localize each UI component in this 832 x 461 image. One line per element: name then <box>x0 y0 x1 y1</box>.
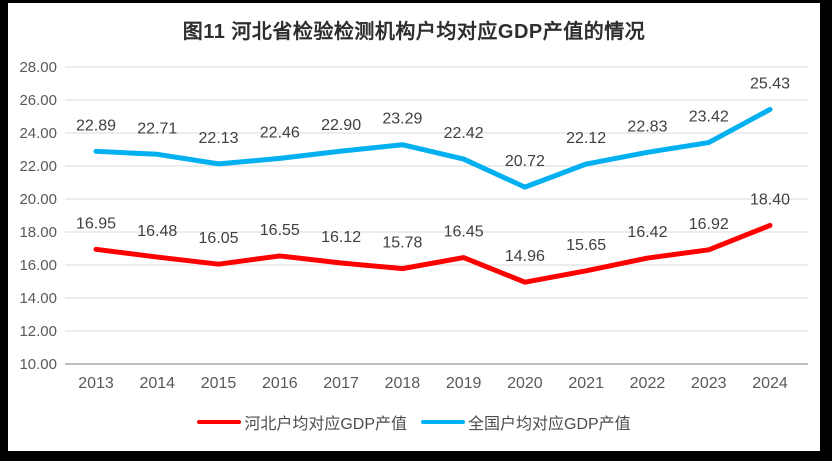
data-label: 22.12 <box>566 130 606 147</box>
data-label: 23.42 <box>689 109 729 126</box>
legend-item-national: 全国户均对应GDP产值 <box>421 410 631 434</box>
data-label: 18.40 <box>750 191 790 208</box>
x-axis-tick-label: 2021 <box>568 375 604 392</box>
x-axis-tick-label: 2019 <box>446 375 482 392</box>
y-axis-tick-label: 20.00 <box>19 191 57 208</box>
legend-label-hebei: 河北户均对应GDP产值 <box>244 416 407 433</box>
y-axis-tick-label: 12.00 <box>19 323 57 340</box>
line-chart-plot: 10.00 12.00 14.00 16.00 18.00 20.00 22.00 24.00… <box>19 59 808 392</box>
data-label: 16.55 <box>260 222 300 239</box>
chart-legend: 河北户均对应GDP产值 全国户均对应GDP产值 <box>8 410 820 434</box>
data-label: 25.43 <box>750 75 790 92</box>
data-label: 16.92 <box>689 216 729 233</box>
y-axis-tick-label: 24.00 <box>19 125 57 142</box>
data-label: 22.71 <box>137 120 177 137</box>
legend-line-sample-national <box>421 420 465 424</box>
y-axis-tick-label: 16.00 <box>19 257 57 274</box>
y-axis-tick-label: 22.00 <box>19 158 57 175</box>
y-axis-tick-label: 14.00 <box>19 290 57 307</box>
x-axis-tick-label: 2015 <box>201 375 237 392</box>
x-axis-tick-label: 2023 <box>691 375 727 392</box>
data-label: 16.95 <box>76 215 116 232</box>
data-label: 14.96 <box>505 248 545 265</box>
data-label: 20.72 <box>505 153 545 170</box>
legend-label-national: 全国户均对应GDP产值 <box>468 416 631 433</box>
y-axis-tick-label: 10.00 <box>19 356 57 373</box>
series-line-hebei <box>93 222 773 285</box>
y-axis-tick-label: 28.00 <box>19 59 57 76</box>
data-label: 16.42 <box>627 224 667 241</box>
y-axis-tick-label: 26.00 <box>19 92 57 109</box>
x-axis-tick-label: 2013 <box>78 375 114 392</box>
data-label: 16.12 <box>321 229 361 246</box>
x-axis-tick-label: 2024 <box>752 375 788 392</box>
data-label: 22.46 <box>260 124 300 141</box>
data-label: 22.42 <box>444 125 484 142</box>
data-label: 16.48 <box>137 223 177 240</box>
x-axis-tick-label: 2016 <box>262 375 298 392</box>
chart-title: 图11 河北省检验检测机构户均对应GDP产值的情况 <box>182 21 646 43</box>
data-label: 15.65 <box>566 237 606 254</box>
data-label: 16.05 <box>199 230 239 247</box>
x-axis-tick-label: 2022 <box>630 375 666 392</box>
x-axis-tick-label: 2018 <box>385 375 421 392</box>
data-label: 22.13 <box>199 130 239 147</box>
data-label: 15.78 <box>382 235 422 252</box>
y-axis-tick-label: 18.00 <box>19 224 57 241</box>
legend-line-sample-hebei <box>197 420 242 424</box>
x-axis-tick-label: 2020 <box>507 375 543 392</box>
data-label: 22.83 <box>627 118 667 135</box>
data-label: 22.89 <box>76 117 116 134</box>
data-label: 22.90 <box>321 117 361 134</box>
data-label: 23.29 <box>382 111 422 128</box>
data-label: 16.45 <box>444 224 484 241</box>
x-axis-tick-label: 2014 <box>139 375 175 392</box>
series-line-national <box>93 106 773 190</box>
legend-item-hebei: 河北户均对应GDP产值 <box>197 410 407 434</box>
x-axis-tick-label: 2017 <box>323 375 359 392</box>
